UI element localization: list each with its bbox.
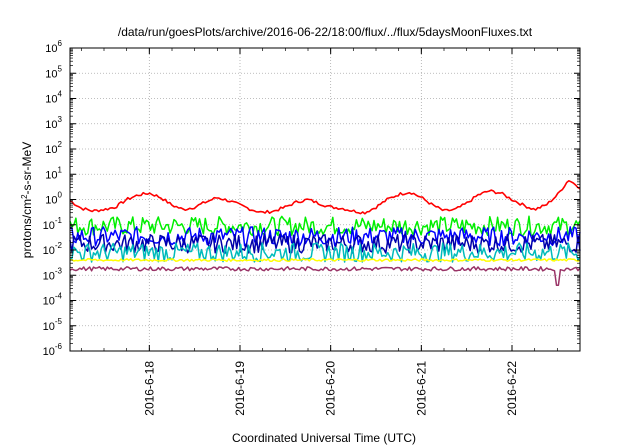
y-tick-base: 10 xyxy=(45,144,57,156)
grid-lines xyxy=(70,47,580,352)
y-tick-base: 10 xyxy=(45,195,57,207)
series-line-1 xyxy=(69,215,581,237)
y-tick-exponent: -1 xyxy=(55,216,63,225)
y-tick-label: 100 xyxy=(45,191,62,207)
x-tick-label: 2016-6-21 xyxy=(414,361,428,416)
series-line-6 xyxy=(69,266,581,287)
y-tick-exponent: 0 xyxy=(58,191,63,200)
y-tick-exponent: -3 xyxy=(55,266,63,275)
x-tick-label: 2016-6-22 xyxy=(505,361,519,416)
data-series xyxy=(69,180,581,287)
x-tick-label: 2016-6-19 xyxy=(233,361,247,416)
y-tick-label: 10-4 xyxy=(43,292,63,308)
y-tick-label: 105 xyxy=(45,64,62,80)
y-tick-base: 10 xyxy=(43,296,55,308)
y-tick-label: 102 xyxy=(45,140,62,156)
y-tick-label: 103 xyxy=(45,115,62,131)
y-tick-label: 10-3 xyxy=(43,266,63,282)
y-axis-label-sup: 2 xyxy=(20,194,29,199)
y-tick-base: 10 xyxy=(45,169,57,181)
y-tick-exponent: -2 xyxy=(55,241,63,250)
y-tick-exponent: -6 xyxy=(55,342,63,351)
y-tick-base: 10 xyxy=(45,43,57,55)
x-axis-label: Coordinated Universal Time (UTC) xyxy=(232,431,416,445)
y-tick-base: 10 xyxy=(45,119,57,131)
y-tick-label: 10-5 xyxy=(43,317,63,333)
y-tick-exponent: 2 xyxy=(58,140,63,149)
series-line-5 xyxy=(69,258,581,263)
y-tick-label: 104 xyxy=(45,90,62,106)
series-line-3 xyxy=(69,233,581,254)
y-tick-exponent: 4 xyxy=(58,90,63,99)
y-tick-label: 106 xyxy=(45,39,62,55)
y-tick-base: 10 xyxy=(43,220,55,232)
y-tick-exponent: 1 xyxy=(58,165,63,174)
y-tick-exponent: 6 xyxy=(58,39,63,48)
y-tick-label: 10-1 xyxy=(43,216,63,232)
y-tick-exponent: -5 xyxy=(55,317,63,326)
y-tick-base: 10 xyxy=(43,270,55,282)
y-tick-base: 10 xyxy=(43,321,55,333)
x-tick-label: 2016-6-18 xyxy=(142,361,156,416)
y-tick-label: 10-6 xyxy=(43,342,63,358)
chart-title: /data/run/goesPlots/archive/2016-06-22/1… xyxy=(118,25,533,39)
y-axis-label: protons/cm2-s-sr-MeV xyxy=(20,142,35,258)
y-tick-base: 10 xyxy=(43,245,55,257)
y-axis-ticks: 10-610-510-410-310-210-11001011021031041… xyxy=(43,39,580,358)
y-tick-exponent: -4 xyxy=(55,292,63,301)
y-tick-exponent: 5 xyxy=(58,64,63,73)
x-axis-ticks: 2016-6-18 2016-6-19 2016-6-20 2016-6-21 2016… xyxy=(80,48,581,416)
y-tick-base: 10 xyxy=(45,94,57,106)
y-tick-label: 10-2 xyxy=(43,241,63,257)
y-axis-label-main: protons/cm xyxy=(20,199,34,258)
x-tick-label: 2016-6-20 xyxy=(324,361,338,416)
series-line-0 xyxy=(69,180,581,215)
y-tick-base: 10 xyxy=(45,68,57,80)
y-tick-exponent: 3 xyxy=(58,115,63,124)
y-axis-label-unit: -s-sr-MeV xyxy=(20,142,34,195)
series-line-4 xyxy=(69,242,581,263)
y-tick-label: 101 xyxy=(45,165,62,181)
y-tick-base: 10 xyxy=(43,346,55,358)
